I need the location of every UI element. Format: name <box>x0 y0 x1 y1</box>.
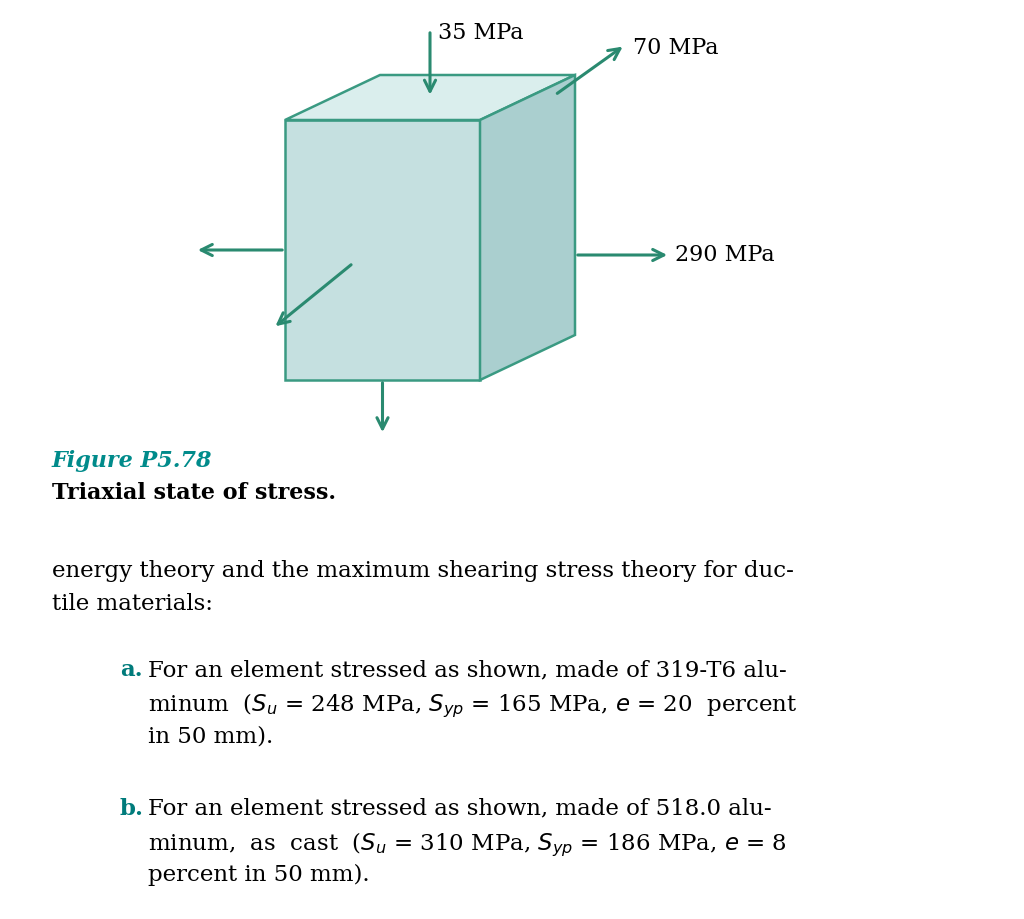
Text: Figure P5.78: Figure P5.78 <box>52 450 213 472</box>
Polygon shape <box>480 75 575 380</box>
Text: 35 MPa: 35 MPa <box>438 22 523 44</box>
Text: b.: b. <box>120 798 144 820</box>
Text: Triaxial state of stress.: Triaxial state of stress. <box>52 482 336 504</box>
Polygon shape <box>285 75 575 120</box>
Text: in 50 mm).: in 50 mm). <box>148 725 273 747</box>
Text: For an element stressed as shown, made of 518.0 alu-: For an element stressed as shown, made o… <box>148 798 772 820</box>
Text: minum  ($S_u$ = 248 MPa, $S_{yp}$ = 165 MPa, $e$ = 20  percent: minum ($S_u$ = 248 MPa, $S_{yp}$ = 165 M… <box>148 692 798 720</box>
Text: minum,  as  cast  ($S_u$ = 310 MPa, $S_{yp}$ = 186 MPa, $e$ = 8: minum, as cast ($S_u$ = 310 MPa, $S_{yp}… <box>148 831 786 859</box>
Text: 70 MPa: 70 MPa <box>633 37 719 59</box>
Text: energy theory and the maximum shearing stress theory for duc-: energy theory and the maximum shearing s… <box>52 560 794 582</box>
Text: a.: a. <box>120 659 142 681</box>
Text: For an element stressed as shown, made of 319-T6 alu-: For an element stressed as shown, made o… <box>148 659 786 681</box>
Text: tile materials:: tile materials: <box>52 593 213 615</box>
Text: 290 MPa: 290 MPa <box>675 244 774 266</box>
Text: percent in 50 mm).: percent in 50 mm). <box>148 864 370 886</box>
Polygon shape <box>285 120 480 380</box>
